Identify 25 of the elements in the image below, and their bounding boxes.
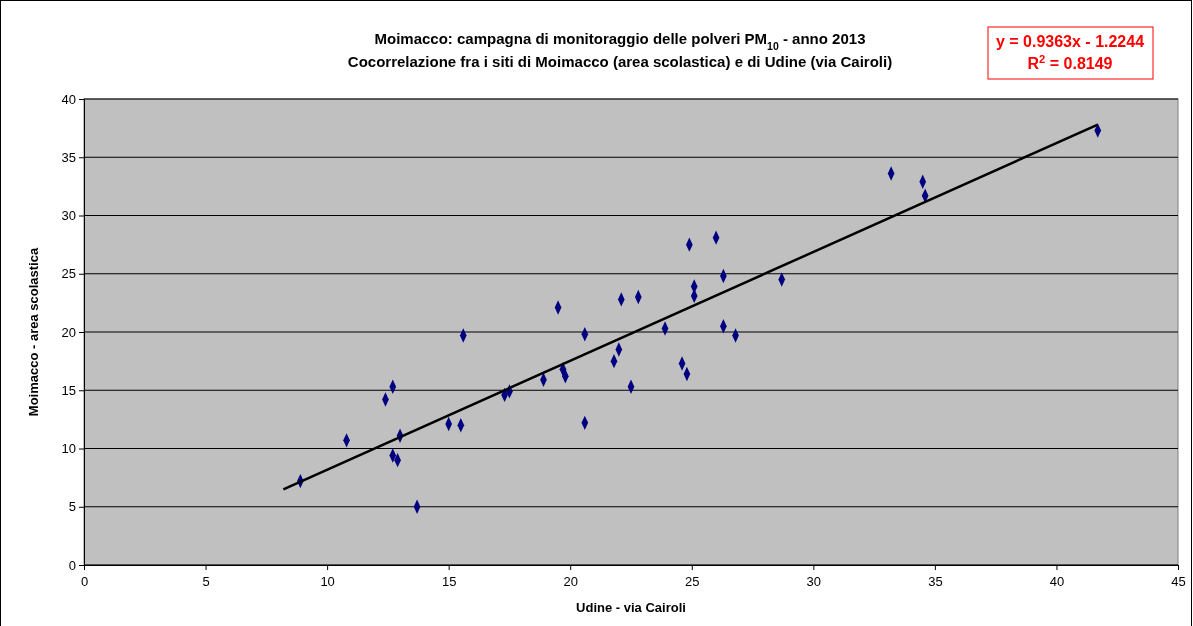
x-tick-label: 0 <box>80 574 89 589</box>
chart-title: Moimacco: campagna di monitoraggio delle polveri PM$_{10}$ - anno 2013 <box>374 30 866 52</box>
y-tick-label: 5 <box>68 499 76 515</box>
y-tick-label: 30 <box>61 208 76 224</box>
text: y = 0.9363x - 1.2244 <box>995 33 1145 50</box>
x-tick-label: 25 <box>685 574 700 589</box>
chart-subtitle: Cocorrelazione fra i siti di Moimacco (area scolastica) e di Udine (via Cairoli) <box>347 53 893 70</box>
y-tick-label: 10 <box>61 441 76 457</box>
x-tick-label: 5 <box>202 574 210 589</box>
x-tick-label: 15 <box>441 574 457 589</box>
y-tick-label: 40 <box>61 91 76 107</box>
y-tick-label: 15 <box>61 382 76 398</box>
y-tick-label: 0 <box>68 557 76 573</box>
x-tick-label: 40 <box>1049 574 1065 589</box>
x-axis-title: Udine - via Cairoli <box>576 600 686 615</box>
text: R$^{2}$ = 0.8149 <box>1027 53 1113 72</box>
y-tick-label: 20 <box>61 324 76 340</box>
x-tick-label: 20 <box>563 574 578 589</box>
y-tick-label: 35 <box>61 149 76 165</box>
x-tick-label: 45 <box>1171 574 1186 589</box>
y-tick-label: 25 <box>61 266 76 282</box>
x-tick-label: 35 <box>928 574 943 589</box>
y-axis-title: Moimacco - area scolastica <box>26 247 41 417</box>
x-tick-label: 10 <box>320 574 335 589</box>
x-tick-label: 30 <box>806 574 822 589</box>
